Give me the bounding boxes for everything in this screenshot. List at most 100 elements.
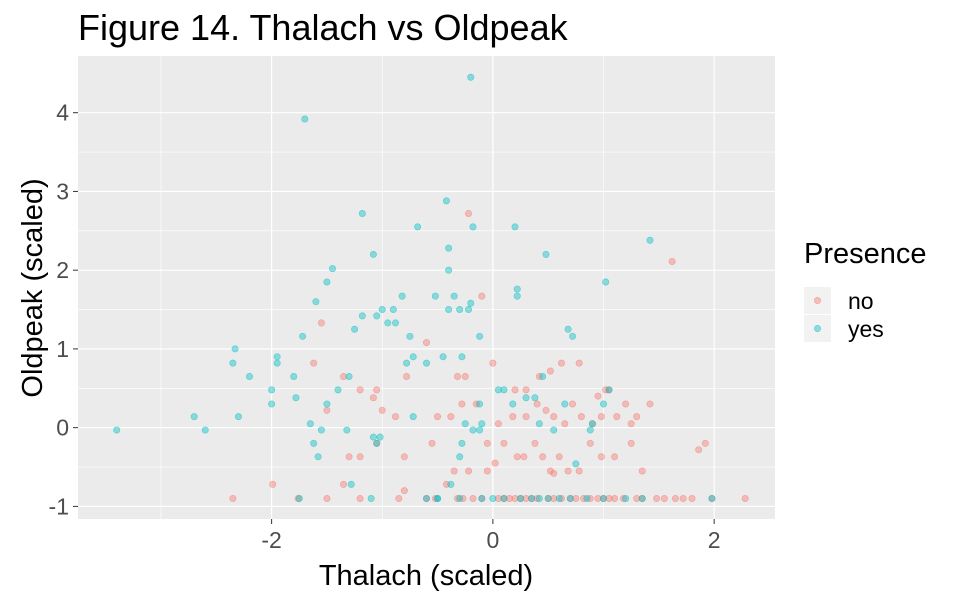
data-point-yes (605, 386, 613, 394)
data-point-yes (535, 495, 543, 503)
data-point-yes (373, 439, 381, 447)
data-point-yes (517, 495, 525, 503)
data-point-no (688, 495, 696, 503)
data-point-yes (542, 250, 550, 258)
y-tick-label: 4 (56, 100, 69, 126)
data-point-yes (456, 453, 464, 461)
data-point-yes (409, 353, 417, 361)
data-point-no (611, 453, 619, 461)
data-point-no (511, 495, 519, 503)
data-point-no (575, 359, 583, 367)
data-point-yes (458, 439, 466, 447)
data-point-yes (392, 319, 400, 327)
data-point-yes (201, 426, 209, 434)
data-point-no (701, 439, 709, 447)
data-point-yes (113, 426, 121, 434)
data-point-no (622, 400, 630, 408)
data-point-yes (583, 495, 591, 503)
data-point-yes (345, 372, 353, 380)
data-point-yes (467, 299, 475, 307)
data-point-yes (513, 292, 521, 300)
data-point-no (489, 359, 497, 367)
data-point-yes (295, 495, 303, 503)
data-point-no (478, 292, 486, 300)
chart-title: Figure 14. Thalach vs Oldpeak (78, 7, 569, 48)
data-point-yes (431, 292, 439, 300)
data-point-yes (522, 394, 530, 402)
data-point-no (378, 406, 386, 414)
data-point-no (356, 386, 364, 394)
data-point-no (577, 413, 585, 421)
data-point-no (613, 413, 621, 421)
data-point-no (633, 413, 641, 421)
data-point-no (555, 453, 563, 461)
data-point-yes (314, 453, 322, 461)
data-point-no (323, 406, 331, 414)
data-point-no (633, 495, 641, 503)
data-point-no (340, 480, 348, 488)
data-point-no (500, 439, 508, 447)
data-point-no (428, 439, 436, 447)
data-point-no (522, 413, 530, 421)
data-point-yes (535, 420, 543, 428)
data-point-no (453, 372, 461, 380)
data-point-yes (422, 495, 430, 503)
data-point-no (469, 495, 477, 503)
data-point-no (494, 495, 502, 503)
data-point-yes (445, 306, 453, 314)
data-point-no (434, 413, 442, 421)
data-point-no (465, 467, 473, 475)
y-tick-label: 1 (56, 336, 69, 362)
data-point-no (323, 495, 331, 503)
data-point-no (513, 453, 521, 461)
data-point-yes (569, 332, 577, 340)
data-point-yes (273, 359, 281, 367)
data-point-no (511, 386, 519, 394)
x-tick-label: 0 (486, 527, 499, 553)
legend-title: Presence (804, 238, 927, 270)
legend-marker-yes (813, 324, 821, 332)
data-point-yes (245, 372, 253, 380)
data-point-yes (708, 495, 716, 503)
data-point-yes (414, 223, 422, 231)
data-point-yes (369, 250, 377, 258)
data-point-no (550, 413, 558, 421)
x-tick-label: 2 (708, 527, 721, 553)
data-point-no (369, 394, 377, 402)
data-point-yes (646, 236, 654, 244)
data-point-yes (299, 332, 307, 340)
data-point-no (461, 372, 469, 380)
data-point-yes (447, 480, 455, 488)
data-point-no (557, 495, 565, 503)
data-point-no (431, 495, 439, 503)
data-point-yes (528, 495, 536, 503)
data-point-yes (500, 386, 508, 394)
legend-label-no: no (848, 288, 874, 314)
data-point-yes (317, 426, 325, 434)
data-point-no (594, 495, 602, 503)
data-point-yes (268, 386, 276, 394)
data-point-no (345, 453, 353, 461)
data-point-no (741, 495, 749, 503)
data-point-yes (561, 400, 569, 408)
data-point-yes (566, 495, 574, 503)
data-point-yes (638, 495, 646, 503)
data-point-no (569, 400, 577, 408)
data-point-no (453, 495, 461, 503)
data-point-no (531, 439, 539, 447)
data-point-no (269, 480, 277, 488)
data-point-yes (384, 319, 392, 327)
data-point-no (550, 469, 558, 477)
data-point-no (483, 439, 491, 447)
data-point-no (392, 413, 400, 421)
data-point-yes (323, 400, 331, 408)
data-point-yes (544, 495, 552, 503)
data-point-no (572, 495, 580, 503)
data-point-no (619, 495, 627, 503)
major-gridlines (78, 56, 775, 519)
data-point-no (627, 420, 635, 428)
data-point-yes (456, 495, 464, 503)
data-point-no (356, 495, 364, 503)
data-point-yes (442, 197, 450, 205)
